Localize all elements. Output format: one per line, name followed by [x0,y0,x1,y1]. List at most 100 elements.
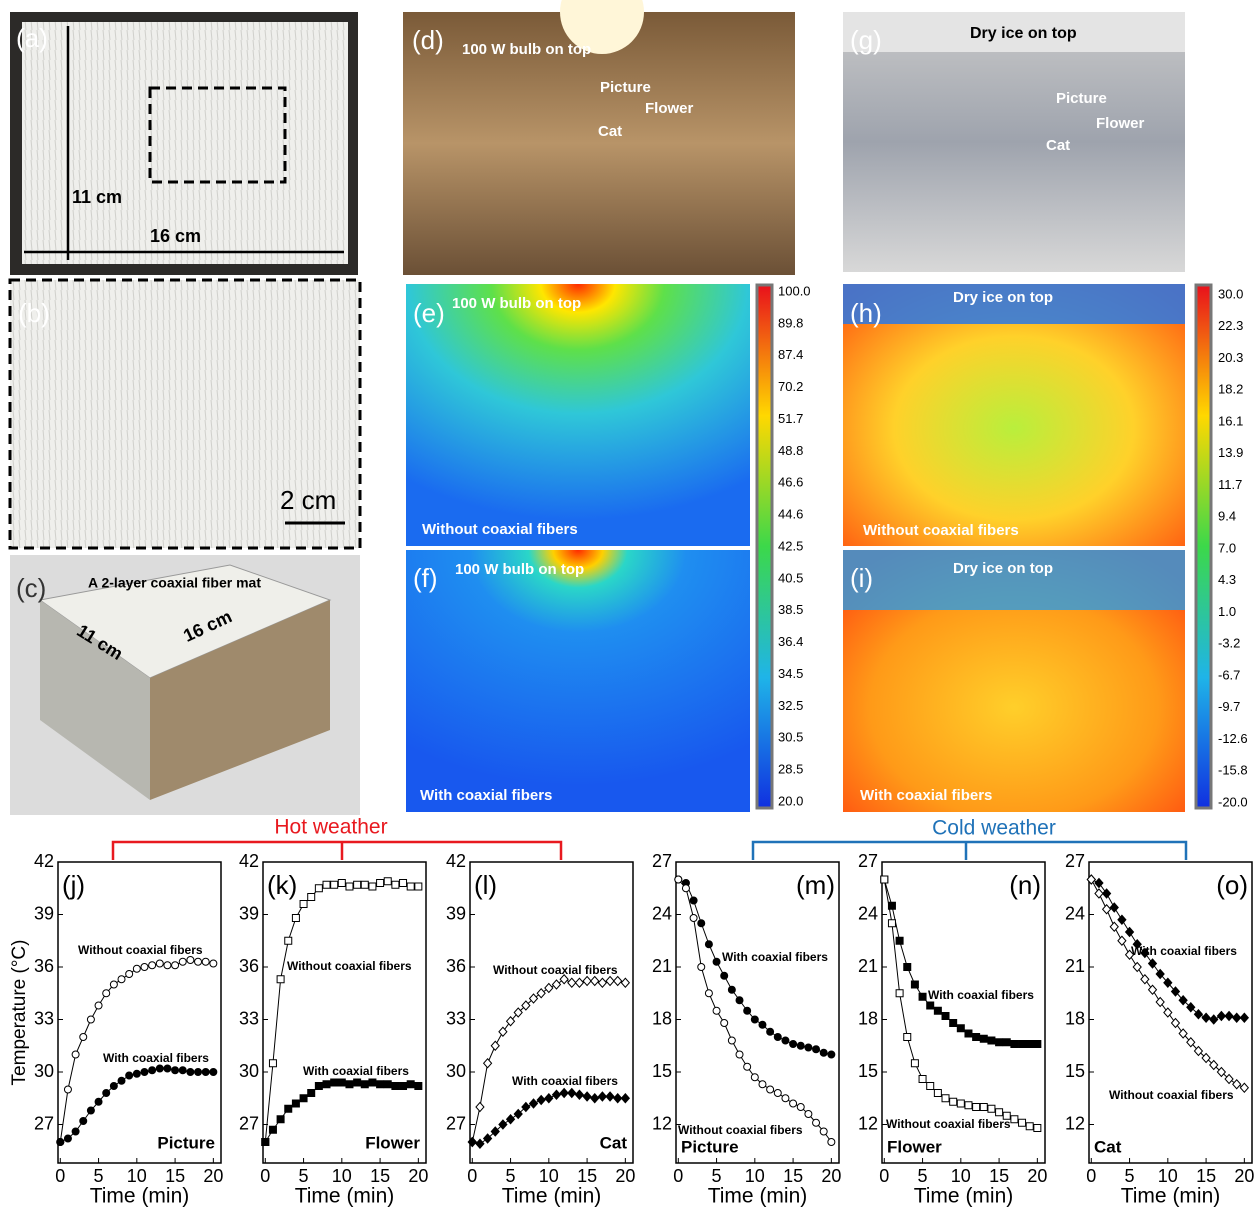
marker [337,879,346,887]
x-tick-label: 0 [467,1166,477,1186]
y-tick-label: 33 [34,1008,54,1028]
colorbar-label: 36.4 [778,634,803,649]
cold-top [843,284,1185,324]
annotation: Without coaxial fibers [422,521,578,538]
x-tick-label: 0 [55,1166,65,1186]
marker [314,1082,323,1090]
marker [979,1034,988,1043]
marker [1094,888,1104,899]
marker [750,1015,759,1024]
marker [1155,996,1165,1008]
marker [620,1092,631,1104]
marker [268,1125,277,1134]
panel-label: (k) [267,870,297,900]
annotation: 100 W bulb on top [455,561,584,578]
y-tick-label: 21 [1065,956,1085,976]
annotation: A 2-layer coaxial fiber mat [88,575,261,591]
marker [194,957,203,966]
y-tick-label: 27 [34,1113,54,1133]
marker [86,1015,95,1024]
marker [704,940,713,949]
marker [1163,977,1173,989]
marker [574,1089,585,1101]
marker [827,1050,836,1059]
y-tick-label: 30 [446,1061,466,1081]
y-tick-label: 15 [858,1061,878,1081]
marker [1109,921,1119,933]
wall [40,600,150,800]
marker [368,882,377,891]
marker [605,975,615,987]
y-tick-label: 27 [858,851,878,871]
panel-label: (d) [412,25,444,55]
colorbar-label: -12.6 [1218,731,1248,746]
y-tick-label: 12 [858,1113,878,1133]
x-tick-label: 0 [673,1166,683,1186]
marker [1232,1078,1242,1090]
x-tick-label: 10 [745,1166,765,1186]
marker [1101,903,1112,915]
series-line [883,879,1038,1045]
photo-d [403,12,795,275]
marker [735,1050,744,1059]
marker [941,1094,950,1103]
marker [86,1106,95,1115]
x-tick-label: 20 [821,1166,841,1186]
panel-label: (a) [16,23,48,53]
colorbar-label: -6.7 [1218,667,1240,682]
marker [613,1092,623,1104]
colorbar-label: 20.0 [778,793,803,808]
marker [1178,994,1188,1006]
x-tick-label: 5 [712,1166,722,1186]
colorbar-label: 4.3 [1218,572,1236,587]
marker [171,961,180,970]
colorbar-label: 42.5 [778,538,803,553]
marker [605,1091,615,1102]
marker [498,1119,508,1130]
x-tick-label: 0 [260,1166,270,1186]
plot-frame [881,861,1046,1164]
colorbar-label: 89.8 [778,315,803,330]
marker [56,1138,65,1146]
marker [268,1059,277,1068]
marker [414,882,423,891]
marker [597,977,608,989]
marker [544,1092,554,1104]
marker [972,1103,981,1111]
marker [895,936,904,945]
x-tick-label: 5 [506,1166,516,1186]
marker [345,882,354,891]
marker [528,993,539,1004]
marker [903,963,912,971]
marker [1232,1012,1242,1024]
marker [490,1040,500,1052]
marker [505,1015,516,1027]
panel-label: (j) [62,870,85,900]
y-tick-label: 24 [858,903,878,923]
marker [773,1033,782,1041]
location-label: Cat [1094,1137,1122,1156]
bulb [560,0,644,54]
marker [521,1000,531,1011]
plot-frame [469,861,634,1164]
marker [1002,1038,1011,1047]
marker [574,977,585,989]
zoom-box [148,86,287,184]
annotation: With coaxial fibers [420,787,552,804]
marker [291,1099,300,1108]
marker [559,1087,569,1099]
colorbar [1194,283,1213,810]
marker [1025,1122,1034,1131]
marker [186,956,195,964]
marker [117,975,126,984]
marker [1147,984,1158,996]
marker [1117,914,1127,926]
marker [360,880,369,889]
series-line [677,879,832,1143]
marker [910,980,919,989]
marker [743,1062,752,1071]
marker [261,1138,270,1146]
marker [201,957,210,966]
marker [475,1101,485,1113]
series-label: With coaxial fibers [722,950,828,964]
